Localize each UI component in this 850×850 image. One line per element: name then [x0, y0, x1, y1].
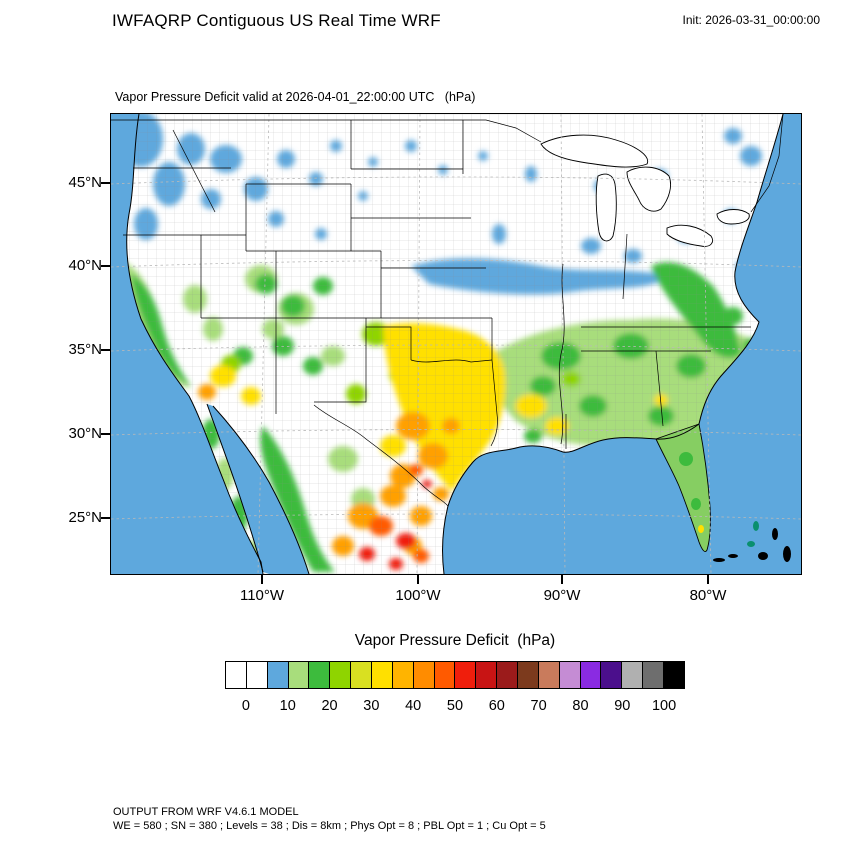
lat-tick [101, 265, 110, 267]
colorbar-cell [622, 662, 644, 688]
colorbar-cell [246, 662, 268, 688]
colorbar-tick-label: 10 [279, 698, 296, 714]
lon-tick [417, 575, 419, 584]
great-lakes [540, 134, 750, 247]
colorbar [225, 661, 685, 689]
colorbar-cell [288, 662, 310, 688]
colorbar-cell [309, 662, 331, 688]
colorbar-tick-label: 90 [614, 698, 631, 714]
ocean [111, 114, 801, 574]
lon-label-100w: 100°W [395, 587, 441, 604]
state-borders [111, 114, 784, 507]
lat-tick [101, 182, 110, 184]
colorbar-cell [518, 662, 539, 688]
colorbar-title: Vapor Pressure Deficit (hPa) [354, 632, 556, 649]
valid-time-label: Vapor Pressure Deficit valid at 2026-04-… [115, 90, 476, 104]
lat-label-45n: 45°N [68, 174, 102, 191]
colorbar-cell [392, 662, 414, 688]
colorbar-cell [351, 662, 373, 688]
colorbar-tick-label: 30 [363, 698, 380, 714]
lon-tick [561, 575, 563, 584]
florida [655, 423, 711, 553]
colorbar-cell [601, 662, 623, 688]
colorbar-cell [267, 662, 289, 688]
lat-label-30n: 30°N [68, 425, 102, 442]
lon-tick [261, 575, 263, 584]
lon-label-110w: 110°W [239, 587, 285, 604]
map-plot [111, 114, 801, 574]
colorbar-cell [330, 662, 352, 688]
colorbar-tick-label: 70 [530, 698, 547, 714]
footer-config-line: WE = 580 ; SN = 380 ; Levels = 38 ; Dis … [113, 820, 546, 832]
lon-label-90w: 90°W [543, 587, 581, 604]
colorbar-tick-label: 50 [446, 698, 464, 714]
islands [713, 521, 791, 562]
lon-tick [707, 575, 709, 584]
colorbar-tick-label: 100 [651, 698, 677, 714]
gulf-and-atlantic [442, 114, 801, 574]
gulf-of-california [207, 404, 309, 574]
lat-tick [101, 433, 110, 435]
colorbar-cell [664, 662, 684, 688]
colorbar-cell [455, 662, 477, 688]
colorbar-cell [413, 662, 435, 688]
colorbar-cell [497, 662, 519, 688]
colorbar-tick-label: 0 [241, 698, 250, 714]
colorbar-tick-label: 40 [405, 698, 422, 714]
colorbar-tick-label: 60 [488, 698, 505, 714]
footer-model-line: OUTPUT FROM WRF V4.6.1 MODEL [113, 806, 299, 818]
page-title: IWFAQRP Contiguous US Real Time WRF [112, 11, 441, 30]
colorbar-cell [476, 662, 498, 688]
lon-label-80w: 80°W [689, 587, 727, 604]
colorbar-cell [372, 662, 393, 688]
colorbar-tick-label: 80 [572, 698, 589, 714]
colorbar-cell [643, 662, 665, 688]
init-time-label: Init: 2026-03-31_00:00:00 [682, 13, 820, 27]
pacific-ocean [111, 114, 263, 574]
colorbar-cell [538, 662, 560, 688]
colorbar-cell [226, 662, 247, 688]
lat-tick [101, 349, 110, 351]
colorbar-cell [580, 662, 602, 688]
colorbar-cell [434, 662, 456, 688]
colorbar-tick-label: 20 [321, 698, 338, 714]
map-panel [110, 113, 802, 575]
lat-label-40n: 40°N [68, 257, 102, 274]
lat-label-35n: 35°N [68, 341, 102, 358]
colorbar-cell [559, 662, 581, 688]
lat-label-25n: 25°N [68, 509, 102, 526]
lat-tick [101, 517, 110, 519]
coastlines [126, 114, 784, 574]
colorbar-ticks: 0 10 20 30 40 50 60 70 80 90 100 [225, 698, 685, 718]
